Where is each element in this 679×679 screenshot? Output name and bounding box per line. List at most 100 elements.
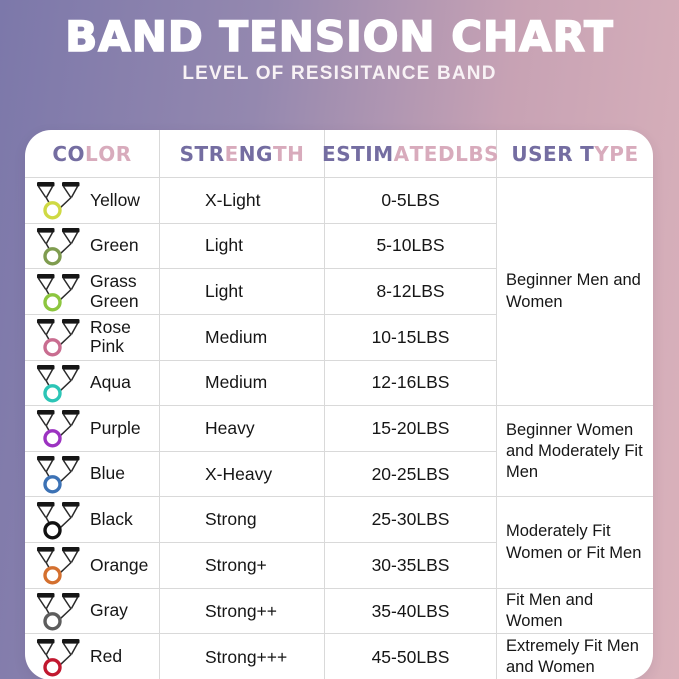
page-title: BAND TENSION CHART (64, 11, 614, 62)
estimated-lbs-cell: 12-16LBS (325, 360, 497, 407)
band-color-name: Gray (90, 600, 128, 621)
band-color-cell: Grass Green (25, 269, 160, 315)
header-letter: P (609, 141, 625, 166)
header-letter: O (98, 141, 116, 166)
header-letter: R (115, 141, 132, 166)
header-letter: E (543, 141, 558, 166)
band-color-name: Yellow (90, 189, 140, 210)
header-letter: E (224, 141, 239, 166)
page-subtitle: LEVEL OF RESISITANCE BAND (182, 63, 497, 84)
page-header: BAND TENSION CHART LEVEL OF RESISITANCE … (0, 11, 679, 85)
header-letter: R (208, 141, 225, 166)
band-color-name: Purple (90, 417, 141, 438)
header-letter: S (528, 141, 544, 166)
band-color-name: Black (90, 508, 133, 529)
header-letter: S (336, 141, 352, 166)
estimated-lbs-cell: 30-35LBS (325, 543, 497, 589)
estimated-lbs-cell: 5-10LBS (325, 223, 497, 270)
header-letter: E (322, 141, 337, 166)
resistance-band-icon (37, 364, 80, 403)
header-letter: A (393, 141, 410, 166)
estimated-lbs-cell: 35-40LBS (325, 588, 497, 635)
header-letter: U (511, 141, 529, 166)
header-letter: L (455, 141, 469, 166)
band-color-name: Blue (90, 463, 126, 484)
estimated-lbs-cell: 25-30LBS (325, 497, 497, 544)
band-color-cell: Blue (25, 451, 160, 498)
strength-cell: Strong+++ (160, 634, 325, 679)
band-color-cell: Yellow (25, 178, 160, 224)
strength-cell: Strong+ (160, 543, 325, 589)
header-letter: N (238, 141, 257, 166)
header-letter: T (272, 141, 288, 166)
band-color-name: Orange (90, 554, 149, 575)
band-color-name: Green (90, 235, 139, 256)
header-letter: M (373, 141, 394, 166)
user-type-cell: Fit Men and Women (497, 589, 653, 635)
header-letter: E (624, 141, 639, 166)
strength-cell: X-Heavy (160, 451, 325, 498)
resistance-band-icon (37, 182, 80, 220)
header-letter: T (351, 141, 366, 166)
band-color-cell: Green (25, 223, 160, 270)
user-type-cell: Beginner Men and Women (497, 178, 653, 407)
estimated-lbs-cell: 0-5LBS (325, 178, 497, 224)
strength-cell: Heavy (160, 406, 325, 452)
band-color-cell: Gray (25, 588, 160, 635)
estimated-lbs-cell: 45-50LBS (325, 634, 497, 679)
strength-cell: X-Light (160, 178, 325, 224)
header-letter: C (52, 141, 68, 166)
strength-cell: Medium (160, 314, 325, 361)
tension-table-card: C O L O R S T R E N G T H E S T I M A T E D L B S U S E R T Y P E Yellow X… (25, 130, 653, 679)
band-color-cell: Purple (25, 406, 160, 452)
resistance-band-icon (37, 410, 80, 448)
strength-cell: Strong++ (160, 588, 325, 635)
estimated-lbs-cell: 15-20LBS (325, 406, 497, 452)
header-letter: T (194, 141, 209, 166)
resistance-band-icon (37, 273, 80, 312)
band-color-name: Aqua (90, 372, 131, 393)
user-type-cell: Moderately Fit Women or Fit Men (497, 497, 653, 589)
header-letter: S (484, 141, 499, 166)
resistance-band-icon (37, 639, 80, 677)
band-table: C O L O R S T R E N G T H E S T I M A T E D L B S U S E R T Y P E Yellow X… (25, 130, 653, 679)
header-letter: D (437, 141, 456, 166)
header-letter: O (67, 141, 86, 166)
band-color-cell: Orange (25, 543, 160, 589)
resistance-band-icon (37, 501, 80, 540)
band-color-name: Red (90, 646, 123, 667)
header-letter: H (287, 141, 305, 166)
header-letter: B (468, 141, 485, 166)
resistance-band-icon (37, 456, 80, 494)
header-letter: T (580, 141, 595, 166)
estimated-lbs-cell: 20-25LBS (325, 451, 497, 498)
resistance-band-icon (37, 319, 80, 357)
resistance-band-icon (37, 227, 80, 266)
user-type-cell: Beginner Women and Moderately Fit Men (497, 406, 653, 498)
strength-cell: Light (160, 223, 325, 270)
strength-cell: Strong (160, 497, 325, 544)
estimated-lbs-cell: 8-12LBS (325, 269, 497, 315)
strength-cell: Light (160, 269, 325, 315)
band-color-name: Rose Pink (90, 316, 131, 357)
estimated-lbs-cell: 10-15LBS (325, 314, 497, 361)
header-letter: R (557, 141, 574, 166)
band-color-cell: Black (25, 497, 160, 544)
header-letter: G (256, 141, 273, 166)
user-type-cell: Extremely Fit Men and Women (506, 637, 639, 677)
resistance-band-icon (37, 593, 80, 631)
resistance-band-icon (37, 547, 80, 585)
header-letter: I (365, 141, 374, 166)
header-letter: L (85, 141, 99, 166)
band-color-name: Grass Green (90, 270, 139, 311)
header-letter: E (423, 141, 438, 166)
header-letter: Y (594, 141, 610, 166)
header-letter: S (179, 141, 195, 166)
band-color-cell: Red (25, 634, 160, 679)
strength-cell: Medium (160, 360, 325, 407)
header-letter: T (409, 141, 424, 166)
